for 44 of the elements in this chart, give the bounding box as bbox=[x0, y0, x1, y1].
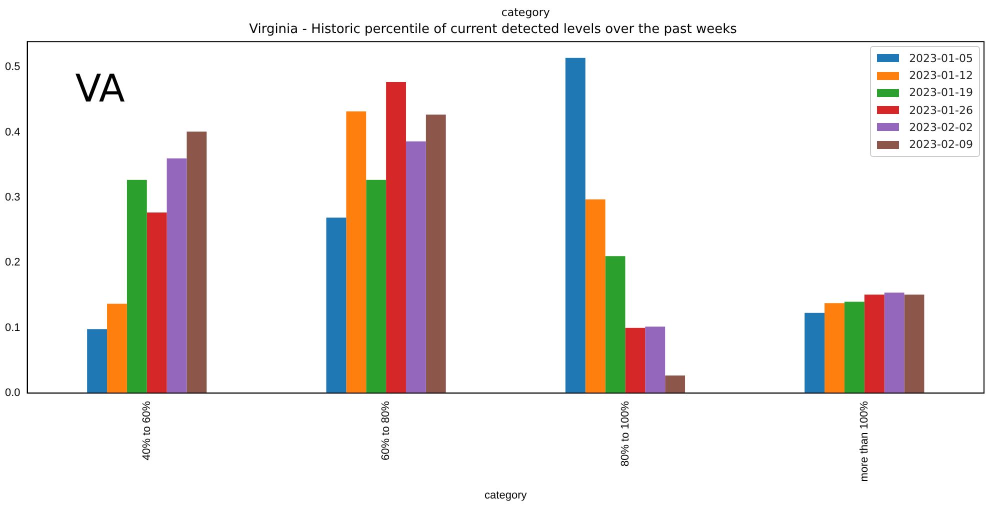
x-tick-label: 80% to 100% bbox=[619, 400, 632, 467]
bar bbox=[186, 132, 207, 394]
legend-label: 2023-01-05 bbox=[909, 52, 973, 65]
bar bbox=[844, 302, 864, 394]
x-tick-label: more than 100% bbox=[858, 400, 870, 482]
x-tick-label: 40% to 60% bbox=[140, 400, 153, 460]
legend-label: 2023-01-12 bbox=[909, 69, 973, 82]
text: category bbox=[501, 6, 550, 19]
bar bbox=[126, 180, 147, 394]
x-tick-label: 60% to 80% bbox=[380, 400, 392, 460]
bar bbox=[585, 199, 606, 394]
x-axis-title: category bbox=[484, 489, 528, 502]
bar bbox=[107, 304, 127, 394]
bar bbox=[645, 326, 666, 394]
bar bbox=[565, 58, 586, 394]
bar bbox=[366, 180, 386, 394]
bar bbox=[346, 111, 366, 394]
bar bbox=[804, 312, 825, 394]
legend-label: 2023-02-02 bbox=[909, 120, 973, 134]
legend-label: 2023-01-19 bbox=[909, 86, 973, 100]
bar bbox=[904, 294, 924, 394]
y-tick-label: 0.3 bbox=[4, 191, 20, 204]
y-tick-label: 0.5 bbox=[4, 61, 20, 74]
bar bbox=[146, 212, 167, 394]
y-tick-label: 0.1 bbox=[4, 322, 20, 334]
y-tick-label: 0.2 bbox=[4, 256, 20, 269]
bar bbox=[406, 141, 426, 394]
bar bbox=[386, 82, 406, 394]
bar bbox=[426, 114, 446, 394]
bar bbox=[625, 328, 646, 394]
bar bbox=[864, 294, 884, 394]
y-tick-label: 0.4 bbox=[4, 126, 20, 138]
bar bbox=[87, 329, 108, 394]
legend-label: 2023-02-09 bbox=[909, 138, 973, 152]
bar bbox=[824, 303, 844, 394]
legend-label: 2023-01-26 bbox=[909, 104, 973, 117]
bar bbox=[326, 218, 346, 394]
y-tick-label: 0.0 bbox=[4, 387, 20, 400]
bar bbox=[166, 158, 187, 394]
bar bbox=[665, 375, 686, 394]
chart-title: Virginia - Historic percentile of current detected levels over the past weeks bbox=[249, 22, 738, 38]
bar bbox=[605, 256, 626, 394]
annotation: VA bbox=[75, 66, 125, 110]
bar bbox=[884, 292, 904, 394]
